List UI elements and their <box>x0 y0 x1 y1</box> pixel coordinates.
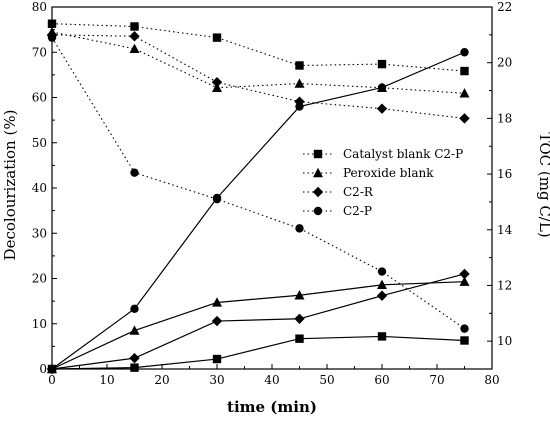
toc-point-catalyst-blank-c2-p <box>295 61 304 70</box>
decolourization-point-peroxide-blank <box>212 297 222 307</box>
y2-tick-label: 16 <box>497 167 512 181</box>
toc-point-peroxide-blank <box>129 43 140 53</box>
y-tick-label: 50 <box>32 136 47 150</box>
decolourization-point-catalyst-blank-c2-p <box>212 354 222 364</box>
decolourization-point-catalyst-blank-c2-p <box>295 334 304 343</box>
y2-tick-label: 22 <box>497 0 512 14</box>
toc-point-catalyst-blank-c2-p <box>377 59 387 69</box>
decolourization-point-c2-p <box>130 304 139 314</box>
legend-marker-c2-p <box>313 206 323 216</box>
y-tick-label: 20 <box>32 272 47 286</box>
decolourization-point-c2-r <box>376 290 388 301</box>
toc-point-catalyst-blank-c2-p <box>130 22 139 31</box>
legend-marker-c2-r <box>312 186 324 198</box>
plot-area <box>46 19 470 375</box>
toc-line-c2-r <box>51 34 465 119</box>
decolourization-line-c2-p <box>51 51 465 370</box>
decolourization-point-peroxide-blank <box>294 290 305 300</box>
y-tick-label: 30 <box>32 226 47 240</box>
y2-tick-label: 12 <box>497 278 512 292</box>
decolourization-point-c2-r <box>459 268 470 280</box>
y-tick-label: 0 <box>39 362 47 376</box>
decolourization-line-catalyst-blank-c2-p <box>51 335 465 370</box>
y2-tick-label: 18 <box>497 111 512 125</box>
axes: 0 10 20 30 40 50 60 70 80 0 10 20 30 40 50 60 70 80 10 12 14… <box>32 0 513 387</box>
y-tick-label: 60 <box>32 91 47 105</box>
x-tick-label: 50 <box>319 373 334 387</box>
x-tick-label: 0 <box>48 373 56 387</box>
y2-tick-label: 10 <box>497 334 512 348</box>
toc-line-peroxide-blank <box>51 31 465 94</box>
legend-marker-peroxide-blank <box>313 167 323 178</box>
toc-point-catalyst-blank-c2-p <box>212 33 222 42</box>
toc-point-catalyst-blank-c2-p <box>460 66 469 76</box>
decolourization-point-peroxide-blank <box>377 279 387 290</box>
x-tick-label: 80 <box>484 373 499 387</box>
decolourization-point-peroxide-blank <box>459 276 470 286</box>
decolourization-point-c2-r <box>294 313 305 324</box>
toc-point-c2-r <box>376 103 388 114</box>
x-tick-label: 10 <box>99 373 114 387</box>
decolourization-point-peroxide-blank <box>129 325 140 335</box>
toc-line-catalyst-blank-c2-p <box>51 23 465 72</box>
x-tick-label: 20 <box>154 373 169 387</box>
x-tick-label: 40 <box>264 373 279 387</box>
y-axis-title: Decolourization (%) <box>1 110 19 261</box>
legend-label-peroxide-blank: Peroxide blank <box>343 166 434 180</box>
toc-point-c2-r <box>129 31 140 42</box>
decolourization-point-c2-p <box>295 102 304 111</box>
legend-label-c2-p: C2-P <box>343 204 372 218</box>
toc-line-c2-p <box>51 37 465 330</box>
x-tick-label: 70 <box>429 373 444 387</box>
toc-point-c2-p <box>460 324 469 333</box>
decolourization-line-c2-r <box>51 273 465 370</box>
y2-tick-label: 20 <box>497 56 512 70</box>
toc-point-c2-p <box>295 224 304 233</box>
decolourization-point-c2-p <box>460 48 469 57</box>
toc-point-peroxide-blank <box>459 88 470 98</box>
toc-point-c2-p <box>212 194 222 204</box>
legend: Catalyst blank C2-P Peroxide blank C2-R C2-… <box>303 147 463 218</box>
x-axis-title: time (min) <box>227 398 317 416</box>
legend-label-catalyst-blank-c2-p: Catalyst blank C2-P <box>343 147 463 161</box>
toc-point-c2-r <box>211 76 223 88</box>
y-tick-label: 40 <box>32 181 47 195</box>
y2-axis-title: TOC (mg C/L) <box>536 132 550 237</box>
decolourization-point-c2-r <box>129 352 140 364</box>
decolourization-point-c2-r <box>211 315 223 327</box>
toc-point-peroxide-blank <box>294 78 305 88</box>
plot-frame <box>51 6 493 370</box>
y2-tick-label: 14 <box>497 223 513 237</box>
decolourization-point-catalyst-blank-c2-p <box>460 336 469 345</box>
y-tick-label: 80 <box>32 0 47 14</box>
y-tick-label: 70 <box>32 45 47 59</box>
x-tick-label: 30 <box>209 373 224 387</box>
toc-point-c2-r <box>459 113 470 124</box>
decolourization-line-peroxide-blank <box>51 281 465 370</box>
legend-label-c2-r: C2-R <box>343 185 374 199</box>
decolourization-point-catalyst-blank-c2-p <box>377 332 387 341</box>
toc-point-c2-p <box>130 168 139 177</box>
decolourization-point-c2-p <box>377 83 387 92</box>
toc-point-c2-p <box>377 267 387 276</box>
y-tick-label: 10 <box>32 317 47 331</box>
legend-marker-catalyst-blank-c2-p <box>313 149 323 159</box>
x-tick-label: 60 <box>374 373 389 387</box>
